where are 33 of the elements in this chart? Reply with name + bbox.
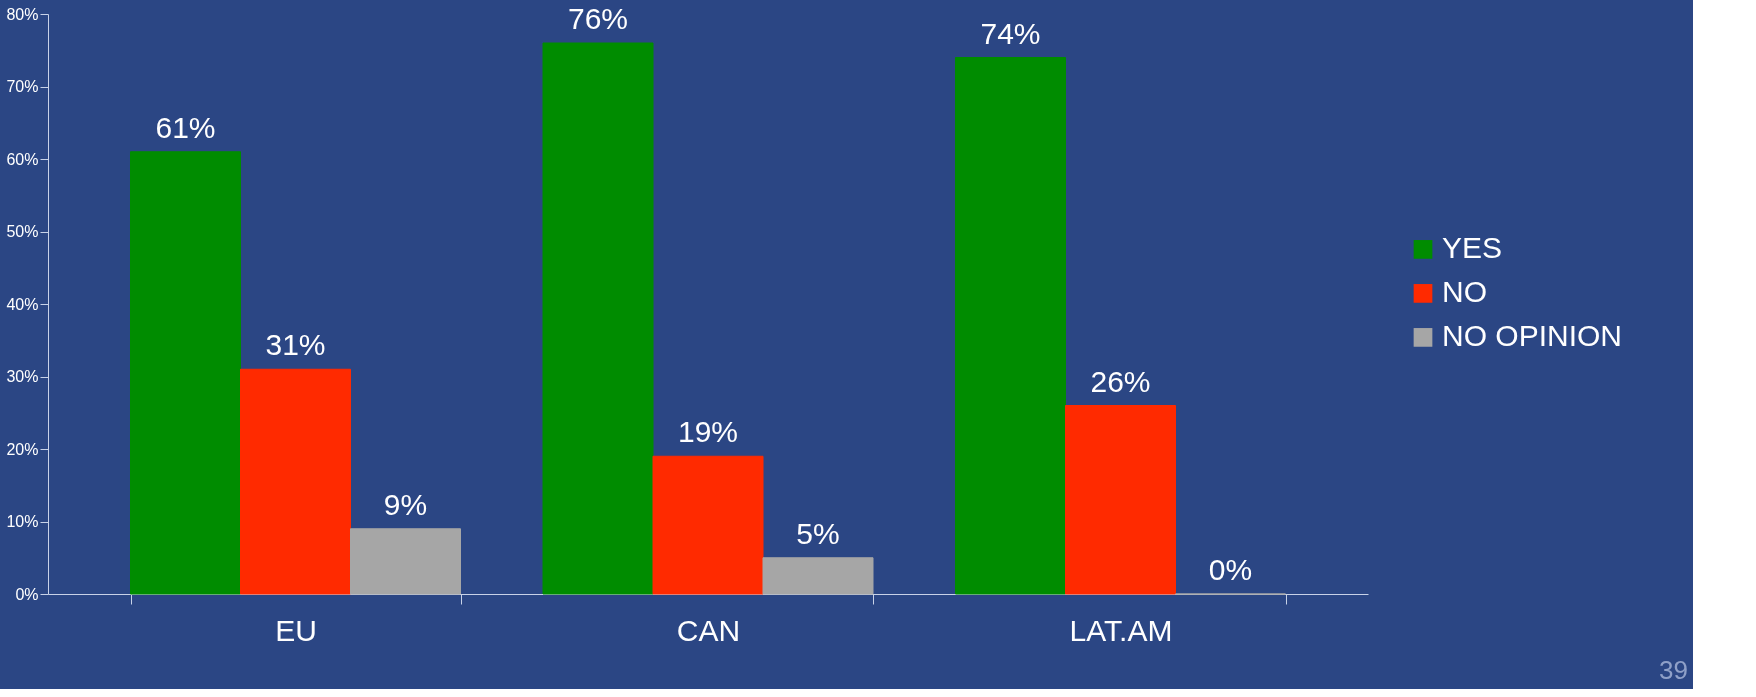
data-label: 26% bbox=[1090, 364, 1151, 398]
x-tick-label: EU bbox=[275, 613, 317, 647]
bar bbox=[542, 42, 654, 595]
bar bbox=[652, 455, 764, 595]
data-label: 0% bbox=[1208, 553, 1253, 586]
data-label: 9% bbox=[383, 487, 428, 521]
bar bbox=[240, 368, 351, 595]
y-tick-label: 30% bbox=[6, 368, 39, 385]
bar bbox=[350, 528, 461, 595]
y-tick-label: 20% bbox=[6, 440, 39, 458]
x-tick-label: LAT.AM bbox=[1069, 613, 1173, 647]
text: 39 bbox=[1659, 655, 1688, 685]
data-label: 31% bbox=[265, 328, 326, 362]
y-tick-label: 0% bbox=[15, 585, 39, 603]
legend-label: YES bbox=[1442, 231, 1503, 265]
data-label: 76% bbox=[567, 2, 629, 35]
data-label: 61% bbox=[155, 110, 216, 144]
y-tick-label: 80% bbox=[6, 5, 39, 23]
data-label: 19% bbox=[677, 415, 739, 449]
bar bbox=[955, 57, 1066, 595]
data-label: 74% bbox=[980, 16, 1041, 50]
y-tick-label: 10% bbox=[6, 513, 39, 530]
x-tick-label: CAN bbox=[676, 613, 741, 647]
y-tick-label: 50% bbox=[6, 223, 39, 240]
bar bbox=[762, 557, 874, 595]
data-label: 5% bbox=[796, 516, 840, 550]
bar bbox=[1065, 405, 1176, 595]
legend-label: NO bbox=[1442, 275, 1487, 309]
bar bbox=[130, 151, 241, 595]
y-tick-label: 40% bbox=[6, 295, 39, 313]
y-tick-label: 60% bbox=[6, 150, 39, 168]
legend-label: NO OPINION bbox=[1442, 319, 1623, 353]
y-tick-label: 70% bbox=[6, 78, 39, 95]
